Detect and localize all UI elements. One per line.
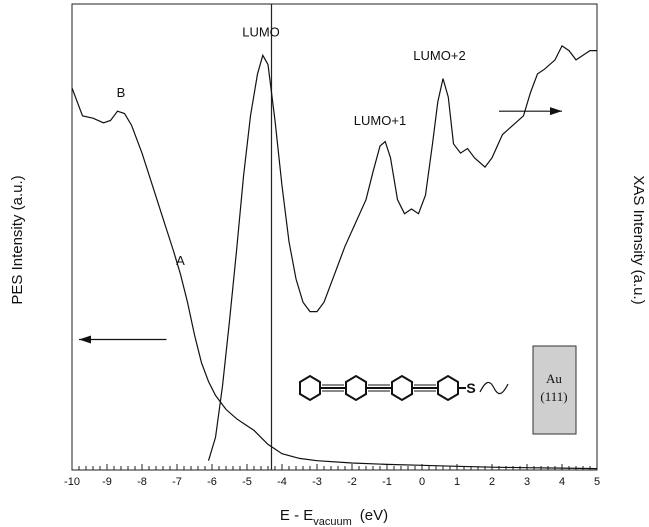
- y-axis-title-right: XAS Intensity (a.u.): [630, 175, 647, 304]
- annotation-label: LUMO+1: [354, 113, 406, 128]
- x-tick-label: -8: [137, 476, 147, 488]
- peak-annotations: B A LUMO LUMO+1 LUMO+2: [117, 25, 466, 268]
- molecule-inset: S Au (111): [299, 345, 577, 435]
- molecule-structure: [299, 374, 509, 402]
- substrate-facet-label: (111): [540, 389, 567, 404]
- pes-axis-arrow: [79, 335, 167, 344]
- plot-frame: [71, 3, 598, 471]
- x-tick-label: -7: [172, 476, 182, 488]
- x-axis-title: E - Evacuum (eV): [280, 507, 388, 527]
- xas-axis-arrow: [499, 107, 562, 116]
- pes-curve: [71, 87, 598, 470]
- x-tick-label: -9: [102, 476, 112, 488]
- annotation-label: LUMO+2: [413, 48, 465, 63]
- x-tick-label: -4: [277, 476, 287, 488]
- x-tick-label: -3: [312, 476, 322, 488]
- x-tick-label: -5: [242, 476, 252, 488]
- x-axis-tick-labels: -10 -9 -8 -7 -6 -5 -4 -3 -2 -1 0 1 2 3 4 5: [64, 476, 600, 488]
- annotation-label: LUMO: [242, 25, 280, 40]
- x-tick-label: 5: [594, 476, 600, 488]
- x-tick-label: -2: [347, 476, 357, 488]
- y-axis-title-left: PES Intensity (a.u.): [9, 175, 26, 304]
- x-tick-label: 3: [524, 476, 530, 488]
- x-tick-label: 4: [559, 476, 565, 488]
- annotation-label: B: [117, 85, 126, 100]
- gold-substrate: [532, 345, 577, 435]
- xas-curve: [207, 45, 597, 461]
- substrate-label: Au: [546, 371, 562, 386]
- annotation-label: A: [176, 253, 185, 268]
- x-tick-label: -1: [382, 476, 392, 488]
- x-tick-label: 1: [454, 476, 460, 488]
- x-tick-label: 2: [489, 476, 495, 488]
- sulfur-atom-label: S: [466, 380, 475, 396]
- x-tick-label: 0: [419, 476, 425, 488]
- x-tick-label: -10: [64, 476, 80, 488]
- x-tick-label: -6: [207, 476, 217, 488]
